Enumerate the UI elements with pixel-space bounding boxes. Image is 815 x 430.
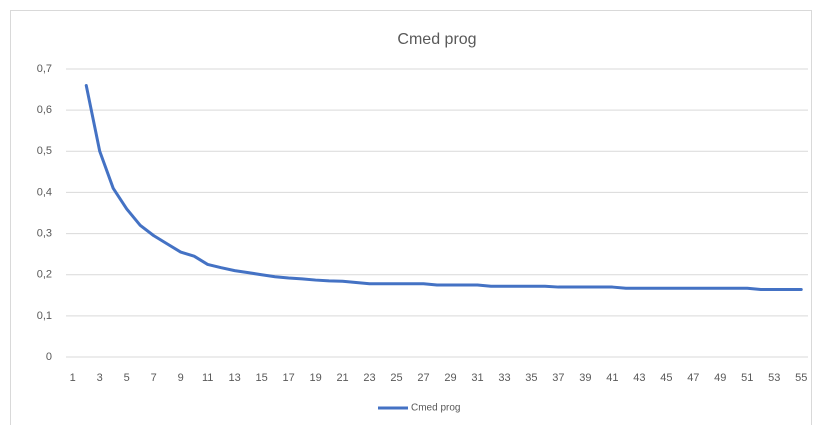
x-tick-label: 11 bbox=[202, 372, 213, 384]
x-tick-label: 31 bbox=[471, 372, 483, 384]
x-tick-label: 51 bbox=[741, 372, 753, 384]
y-tick-label: 0,1 bbox=[37, 310, 52, 322]
chart-frame bbox=[10, 10, 812, 430]
y-tick-label: 0,6 bbox=[37, 104, 52, 116]
y-tick-label: 0,4 bbox=[37, 186, 52, 198]
y-tick-label: 0,2 bbox=[37, 269, 52, 281]
x-tick-label: 19 bbox=[309, 372, 321, 384]
x-tick-label: 35 bbox=[525, 372, 537, 384]
x-tick-label: 13 bbox=[229, 372, 241, 384]
x-tick-label: 27 bbox=[417, 372, 429, 384]
x-tick-label: 39 bbox=[579, 372, 591, 384]
legend-label: Cmed prog bbox=[411, 403, 460, 414]
x-tick-label: 17 bbox=[282, 372, 294, 384]
x-tick-label: 33 bbox=[498, 372, 510, 384]
x-tick-label: 41 bbox=[606, 372, 618, 384]
x-tick-label: 29 bbox=[444, 372, 456, 384]
y-tick-label: 0 bbox=[46, 351, 52, 363]
x-tick-label: 7 bbox=[151, 372, 157, 384]
x-tick-label: 5 bbox=[124, 372, 130, 384]
x-tick-label: 47 bbox=[687, 372, 699, 384]
y-tick-label: 0,7 bbox=[37, 63, 52, 75]
x-tick-label: 53 bbox=[768, 372, 780, 384]
x-tick-label: 21 bbox=[336, 372, 348, 384]
y-tick-label: 0,3 bbox=[37, 227, 52, 239]
x-tick-label: 3 bbox=[97, 372, 103, 384]
x-tick-label: 49 bbox=[714, 372, 726, 384]
x-tick-label: 23 bbox=[363, 372, 375, 384]
x-tick-label: 25 bbox=[390, 372, 402, 384]
x-tick-label: 45 bbox=[660, 372, 672, 384]
chart-title: Cmed prog bbox=[397, 31, 476, 48]
x-tick-label: 15 bbox=[255, 372, 267, 384]
x-tick-label: 55 bbox=[795, 372, 807, 384]
x-tick-label: 37 bbox=[552, 372, 564, 384]
y-tick-label: 0,5 bbox=[37, 145, 52, 157]
x-tick-label: 43 bbox=[633, 372, 645, 384]
line bbox=[84, 83, 803, 292]
x-tick-label: 9 bbox=[178, 372, 184, 384]
x-tick-label: 1 bbox=[70, 372, 76, 384]
